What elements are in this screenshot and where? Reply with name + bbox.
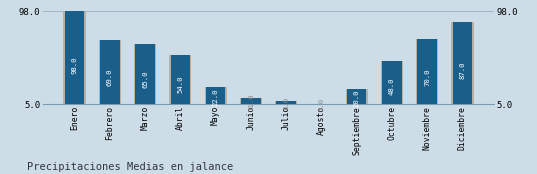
Bar (381, 61, 403, 109)
Bar (416, 39, 438, 109)
Bar (99, 40, 121, 109)
Bar (311, 104, 331, 109)
Bar (417, 39, 437, 109)
Bar (100, 40, 120, 109)
Text: Precipitaciones Medias en jalance: Precipitaciones Medias en jalance (27, 162, 233, 172)
Text: 20.0: 20.0 (354, 89, 360, 107)
Text: 87.0: 87.0 (460, 61, 466, 79)
Bar (345, 89, 368, 109)
Bar (169, 56, 192, 109)
Text: 5.0: 5.0 (318, 98, 324, 111)
Bar (135, 44, 155, 109)
Bar (347, 89, 366, 109)
Text: 22.0: 22.0 (213, 89, 219, 106)
Text: 98.0: 98.0 (71, 57, 77, 74)
Bar (205, 87, 227, 109)
Text: 65.0: 65.0 (142, 70, 148, 88)
Bar (277, 101, 296, 109)
Bar (240, 98, 262, 109)
Bar (63, 11, 86, 109)
Bar (453, 22, 472, 109)
Bar (451, 22, 474, 109)
Bar (275, 101, 297, 109)
Text: 69.0: 69.0 (107, 69, 113, 86)
Text: 54.0: 54.0 (177, 75, 183, 93)
Text: 11.0: 11.0 (248, 93, 254, 111)
Text: 8.0: 8.0 (283, 97, 289, 110)
Bar (134, 44, 156, 109)
Bar (171, 56, 190, 109)
Text: 48.0: 48.0 (389, 78, 395, 95)
Bar (206, 87, 226, 109)
Bar (65, 11, 84, 109)
Bar (241, 98, 260, 109)
Bar (310, 104, 332, 109)
Bar (382, 61, 402, 109)
Text: 70.0: 70.0 (424, 68, 430, 86)
